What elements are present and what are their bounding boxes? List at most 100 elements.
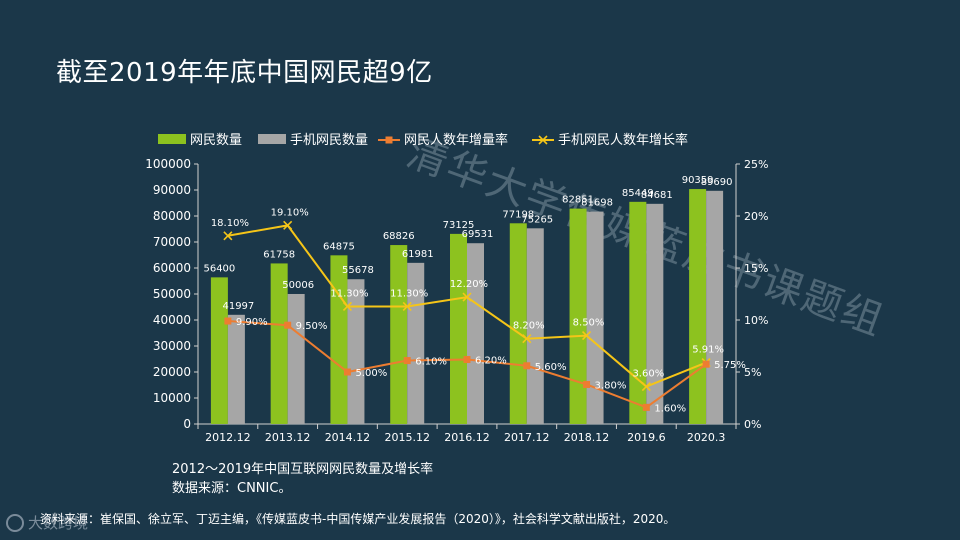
netizen-bar-label: 77198 — [502, 209, 534, 220]
netizen-growth-label: 3.80% — [595, 380, 627, 391]
mobile-bar-label: 55678 — [342, 265, 374, 276]
netizen-growth-point — [403, 357, 411, 365]
netizen-bar — [330, 255, 348, 424]
left-tick-label: 100000 — [145, 157, 191, 171]
mobile-growth-label: 5.91% — [692, 345, 724, 356]
left-tick-label: 30000 — [153, 339, 191, 353]
right-tick-label: 5% — [744, 366, 761, 379]
netizen-growth-label: 9.90% — [236, 317, 268, 328]
left-tick-label: 40000 — [153, 313, 191, 327]
legend-label: 手机网民人数年增长率 — [558, 132, 688, 148]
mobile-growth-point — [462, 292, 472, 302]
netizen-bar — [509, 223, 527, 424]
mobile-bar-label: 75265 — [521, 214, 553, 225]
netizen-growth-label: 6.20% — [475, 356, 507, 367]
mobile-growth-label: 18.10% — [211, 218, 249, 229]
netizen-bar — [689, 189, 707, 424]
mobile-bar — [347, 279, 365, 424]
data-source: 数据来源：CNNIC。 — [172, 481, 292, 496]
left-tick-label: 70000 — [153, 235, 191, 249]
legend-swatch — [258, 134, 286, 144]
netizen-bar — [629, 201, 647, 424]
legend-label: 网民数量 — [190, 133, 242, 148]
netizen-growth-point — [284, 321, 292, 329]
x-tick-label: 2014.12 — [325, 431, 371, 444]
right-tick-label: 25% — [744, 158, 768, 171]
x-tick-label: 2017.12 — [504, 431, 550, 444]
brand-logo: 大数跨境 — [6, 512, 88, 533]
left-tick-label: 0 — [183, 417, 191, 431]
right-tick-label: 0% — [744, 418, 761, 431]
mobile-growth-label: 19.10% — [271, 207, 309, 218]
netizen-bar-label: 56400 — [203, 263, 235, 274]
netizen-bar — [390, 245, 408, 424]
legend-label: 网民人数年增量率 — [404, 132, 508, 148]
left-tick-label: 90000 — [153, 183, 191, 197]
mobile-growth-label: 12.20% — [450, 279, 488, 290]
legend-swatch — [158, 134, 186, 144]
netizen-growth-point — [702, 360, 710, 368]
mobile-bar — [467, 243, 484, 424]
netizen-growth-point — [523, 362, 531, 370]
netizen-growth-point — [642, 403, 650, 411]
mobile-growth-point — [522, 334, 532, 344]
netizen-growth-point — [224, 317, 232, 325]
mobile-growth-label: 8.20% — [513, 321, 545, 332]
mobile-bar-label: 89690 — [701, 177, 733, 188]
netizen-growth-point — [583, 380, 591, 388]
mobile-bar — [407, 262, 425, 424]
netizen-bar-label: 61758 — [263, 249, 295, 260]
right-tick-label: 10% — [744, 314, 768, 327]
chart-caption: 2012～2019年中国互联网网民数量及增长率 — [172, 462, 434, 477]
netizen-bar-label: 90359 — [682, 175, 714, 186]
netizen-bar-label: 73125 — [443, 220, 475, 231]
netizen-bar-label: 68826 — [383, 231, 415, 242]
left-tick-label: 20000 — [153, 365, 191, 379]
mobile-bar — [646, 203, 664, 424]
source-note: 资料来源：崔保国、徐立军、丁迈主编，《传媒蓝皮书-中国传媒产业发展报告（2020… — [40, 512, 676, 526]
mobile-bar-label: 41997 — [222, 301, 254, 312]
mobile-growth-point — [641, 381, 651, 392]
left-tick-label: 80000 — [153, 209, 191, 223]
legend-marker — [538, 135, 548, 145]
netizen-growth-label: 6.10% — [415, 357, 447, 368]
mobile-bar-label: 84681 — [641, 190, 673, 201]
mobile-growth-label: 11.30% — [330, 288, 368, 299]
mobile-growth-label: 11.30% — [390, 288, 428, 299]
mobile-growth-point — [283, 220, 293, 230]
netizen-bar — [450, 233, 467, 424]
netizen-growth-label: 5.75% — [714, 360, 746, 371]
left-tick-label: 60000 — [153, 261, 191, 275]
x-tick-label: 2019.6 — [627, 431, 666, 444]
mobile-growth-point — [342, 301, 353, 312]
legend-label: 手机网民数量 — [290, 133, 368, 148]
mobile-growth-point — [581, 331, 592, 341]
netizen-bar-label: 85449 — [622, 188, 654, 199]
mobile-bar — [287, 293, 305, 424]
mobile-growth-point — [223, 231, 233, 241]
mobile-bar — [227, 314, 245, 424]
x-tick-label: 2013.12 — [265, 431, 311, 444]
x-tick-label: 2015.12 — [384, 431, 430, 444]
x-tick-label: 2020.3 — [687, 431, 726, 444]
mobile-bar — [706, 190, 724, 424]
logo-text: 大数跨境 — [28, 514, 89, 532]
netizen-bar-label: 64875 — [323, 241, 355, 252]
legend-marker — [385, 136, 393, 144]
x-tick-label: 2012.12 — [205, 431, 251, 444]
left-tick-label: 50000 — [153, 287, 191, 301]
netizen-growth-label: 5.60% — [535, 362, 567, 373]
mobile-growth-label: 3.60% — [632, 369, 664, 380]
netizen-bar-label: 82851 — [562, 195, 594, 206]
netizen-bar — [569, 208, 587, 424]
right-tick-label: 15% — [744, 262, 768, 275]
mobile-growth-label: 8.50% — [573, 318, 605, 329]
logo-icon — [6, 513, 24, 532]
netizen-bar — [210, 277, 228, 424]
netizen-growth-label: 9.50% — [296, 321, 328, 332]
netizen-growth-label: 1.60% — [654, 403, 686, 414]
netizen-bar — [270, 263, 288, 424]
mobile-bar — [586, 211, 604, 424]
page-title: 截至2019年年底中国网民超9亿 — [56, 58, 433, 88]
